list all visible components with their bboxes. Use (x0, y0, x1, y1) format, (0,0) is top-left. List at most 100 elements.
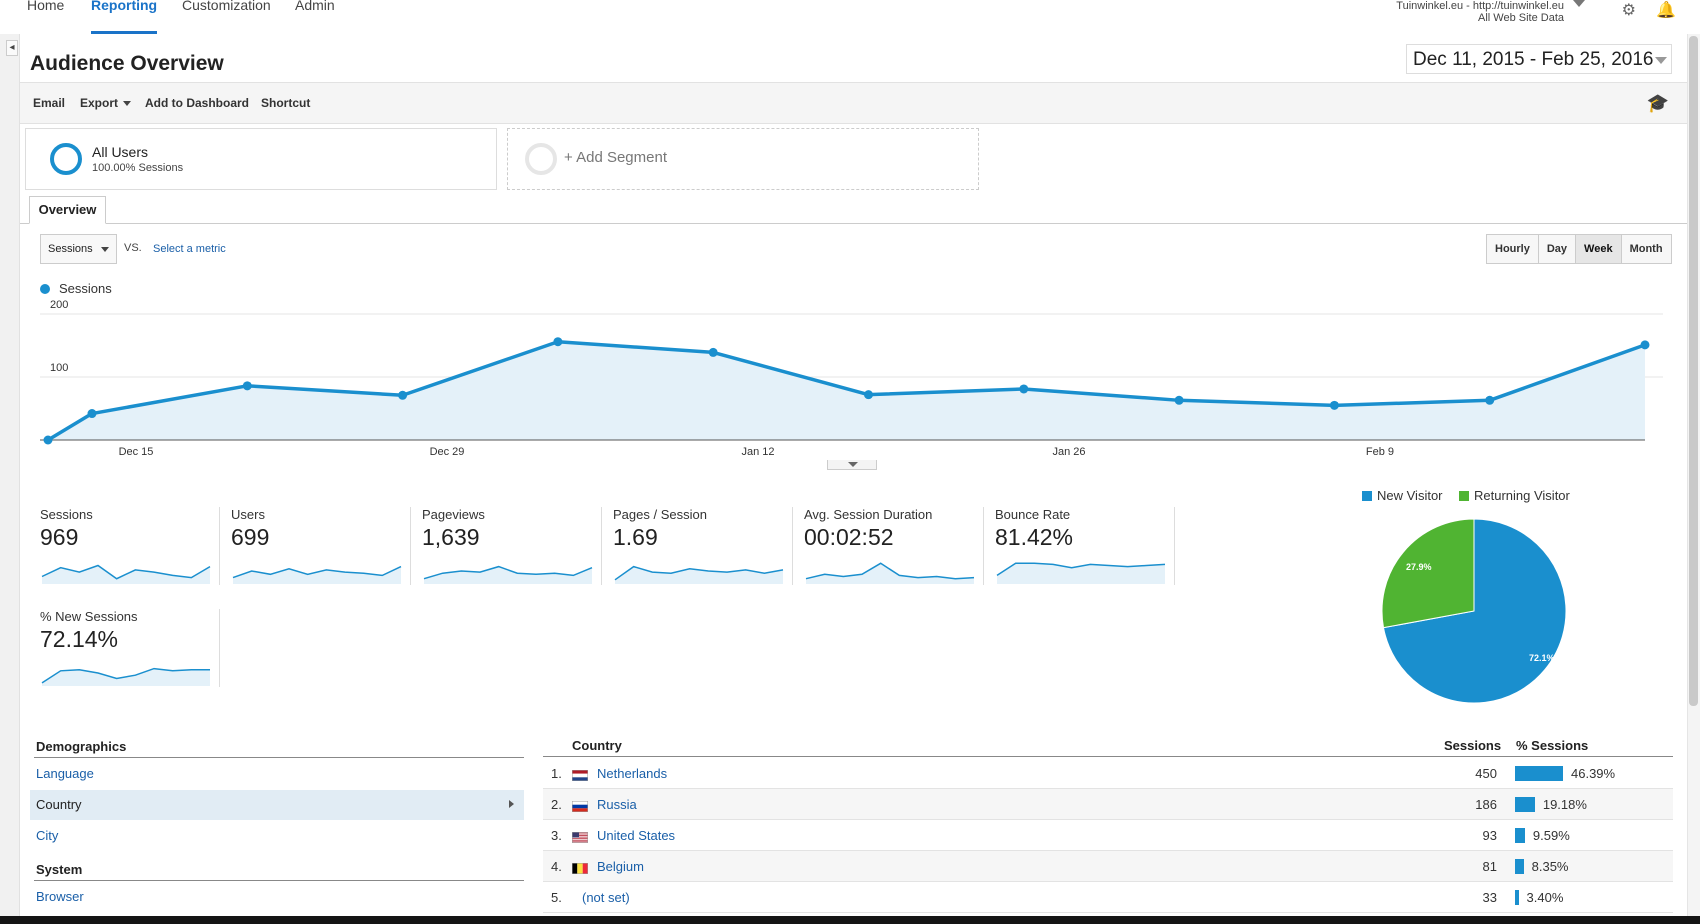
chevron-down-icon (101, 247, 109, 252)
sessions-point[interactable] (242, 381, 252, 391)
sparkline-area (424, 566, 592, 584)
segment-ring-empty-icon (525, 143, 557, 175)
flag-us-icon (572, 832, 588, 843)
pct-sessions-value: 3.40% (1526, 890, 1564, 905)
kpi-label: % New Sessions (40, 609, 138, 624)
sessions-point[interactable] (1174, 395, 1184, 405)
email-button[interactable]: Email (33, 96, 66, 110)
pct-sessions-col-header[interactable]: % Sessions (1516, 738, 1589, 753)
flag-container (572, 830, 588, 843)
pct-sessions-bar (1515, 797, 1535, 812)
country-link[interactable]: Netherlands (597, 766, 668, 781)
kpi-value: 72.14% (40, 626, 119, 652)
time-button-hourly[interactable]: Hourly (1487, 235, 1539, 263)
sparkline-line (614, 565, 784, 581)
country-link[interactable]: United States (597, 828, 676, 843)
nav-admin[interactable]: Admin (295, 0, 335, 13)
scrollbar-thumb[interactable] (1689, 36, 1698, 706)
x-tick-label: Jan 26 (1052, 446, 1085, 458)
sessions-point[interactable] (864, 390, 873, 400)
kpi-tile[interactable]: Users 699 (231, 507, 411, 585)
sessions-col-header[interactable]: Sessions (1444, 738, 1502, 753)
pct-sessions-value: 8.35% (1531, 859, 1569, 874)
sessions-point[interactable] (1329, 400, 1339, 410)
demographics-item-label: Country (36, 797, 82, 812)
sessions-point[interactable] (1640, 340, 1650, 350)
demographics-item-language[interactable]: Language (30, 759, 524, 789)
time-button-month[interactable]: Month (1621, 235, 1671, 263)
kpi-value: 1.69 (613, 524, 658, 550)
country-link[interactable]: Belgium (597, 859, 644, 874)
row-index: 2. (551, 797, 562, 812)
pie-slice-new-visitor[interactable] (1382, 518, 1567, 704)
export-button[interactable]: Export (80, 96, 132, 110)
pie-legend-new-label: New Visitor (1377, 488, 1443, 503)
table-row: 4. Belgium 81 8.35% (543, 851, 1673, 882)
x-tick-label: Feb 9 (1366, 446, 1394, 458)
kpi-tile[interactable]: Bounce Rate 81.42% (995, 507, 1175, 585)
add-segment-button[interactable]: + Add Segment (507, 128, 979, 190)
kpi-tile[interactable]: Pages / Session 1.69 (613, 507, 793, 585)
legend-swatch-new (1362, 491, 1372, 501)
sessions-point[interactable] (87, 409, 97, 419)
country-link[interactable]: Russia (597, 797, 637, 812)
graduation-cap-icon[interactable]: 🎓 (1646, 93, 1669, 113)
gear-icon[interactable]: ⚙ (1621, 2, 1636, 19)
kpi-value: 1,639 (422, 524, 480, 550)
sparkline-area (997, 563, 1165, 584)
nav-reporting[interactable]: Reporting (91, 0, 158, 34)
sessions-point[interactable] (43, 435, 53, 445)
account-name: Tuinwinkel.eu - http://tuinwinkel.eu (1396, 0, 1564, 12)
kpi-label: Pages / Session (613, 507, 707, 522)
segment-all-users[interactable]: All Users 100.00% Sessions (25, 128, 497, 190)
nav-customization[interactable]: Customization (182, 0, 271, 13)
pie-slice-returning-visitor[interactable] (1381, 518, 1475, 629)
add-to-dashboard-button[interactable]: Add to Dashboard (145, 96, 249, 110)
kpi-tile[interactable]: % New Sessions 72.14% (40, 609, 220, 687)
pct-sessions-bar (1515, 890, 1519, 905)
system-item-browser[interactable]: Browser (36, 889, 84, 904)
sessions-point[interactable] (1019, 384, 1029, 394)
kpi-tile[interactable]: Pageviews 1,639 (422, 507, 602, 585)
collapse-chart-toggle[interactable] (827, 460, 877, 470)
page-title: Audience Overview (30, 52, 224, 75)
system-divider (34, 880, 524, 881)
tab-overview[interactable]: Overview (29, 196, 106, 224)
chevron-down-icon (123, 101, 132, 107)
demographics-item-city[interactable]: City (30, 821, 524, 851)
kpi-tile[interactable]: Sessions 969 (40, 507, 220, 585)
chevron-down-icon[interactable] (1573, 0, 1585, 7)
kpi-label: Pageviews (422, 507, 485, 522)
sparkline-line (423, 565, 593, 580)
bell-icon[interactable]: 🔔 (1656, 2, 1676, 19)
metric-select-value: Sessions (48, 243, 93, 255)
kpi-tile[interactable]: Avg. Session Duration 00:02:52 (804, 507, 984, 585)
shortcut-button[interactable]: Shortcut (261, 96, 311, 110)
segment-subtitle: 100.00% Sessions (92, 162, 184, 174)
sessions-point[interactable] (1485, 395, 1495, 405)
pct-sessions-bar (1515, 828, 1525, 843)
time-button-day[interactable]: Day (1538, 235, 1577, 263)
sessions-point[interactable] (553, 337, 563, 347)
country-table-divider (543, 756, 1673, 757)
chevron-down-icon (1655, 57, 1667, 64)
sessions-point[interactable] (708, 347, 718, 357)
metric-select[interactable]: Sessions (40, 234, 117, 264)
x-tick-label: Dec 29 (430, 446, 465, 458)
sidebar-toggle-icon[interactable]: ◂ (6, 40, 18, 56)
select-metric-link[interactable]: Select a metric (153, 243, 226, 255)
nav-home[interactable]: Home (27, 0, 65, 13)
date-range-picker[interactable]: Dec 11, 2015 - Feb 25, 2016 (1406, 44, 1672, 74)
sparkline-area (233, 566, 401, 584)
country-link[interactable]: (not set) (582, 890, 630, 905)
kpi-sparkline (41, 564, 211, 584)
pie-legend-new: New Visitor (1362, 488, 1443, 503)
time-button-week[interactable]: Week (1576, 235, 1622, 263)
action-bar: Email Export Add to Dashboard Shortcut 🎓 (20, 82, 1687, 124)
demographics-divider (34, 757, 524, 758)
country-col-header[interactable]: Country (572, 738, 622, 753)
sessions-point[interactable] (398, 390, 408, 400)
demographics-item-country[interactable]: Country (30, 790, 524, 820)
account-selector[interactable]: Tuinwinkel.eu - http://tuinwinkel.eu All… (1396, 0, 1564, 24)
